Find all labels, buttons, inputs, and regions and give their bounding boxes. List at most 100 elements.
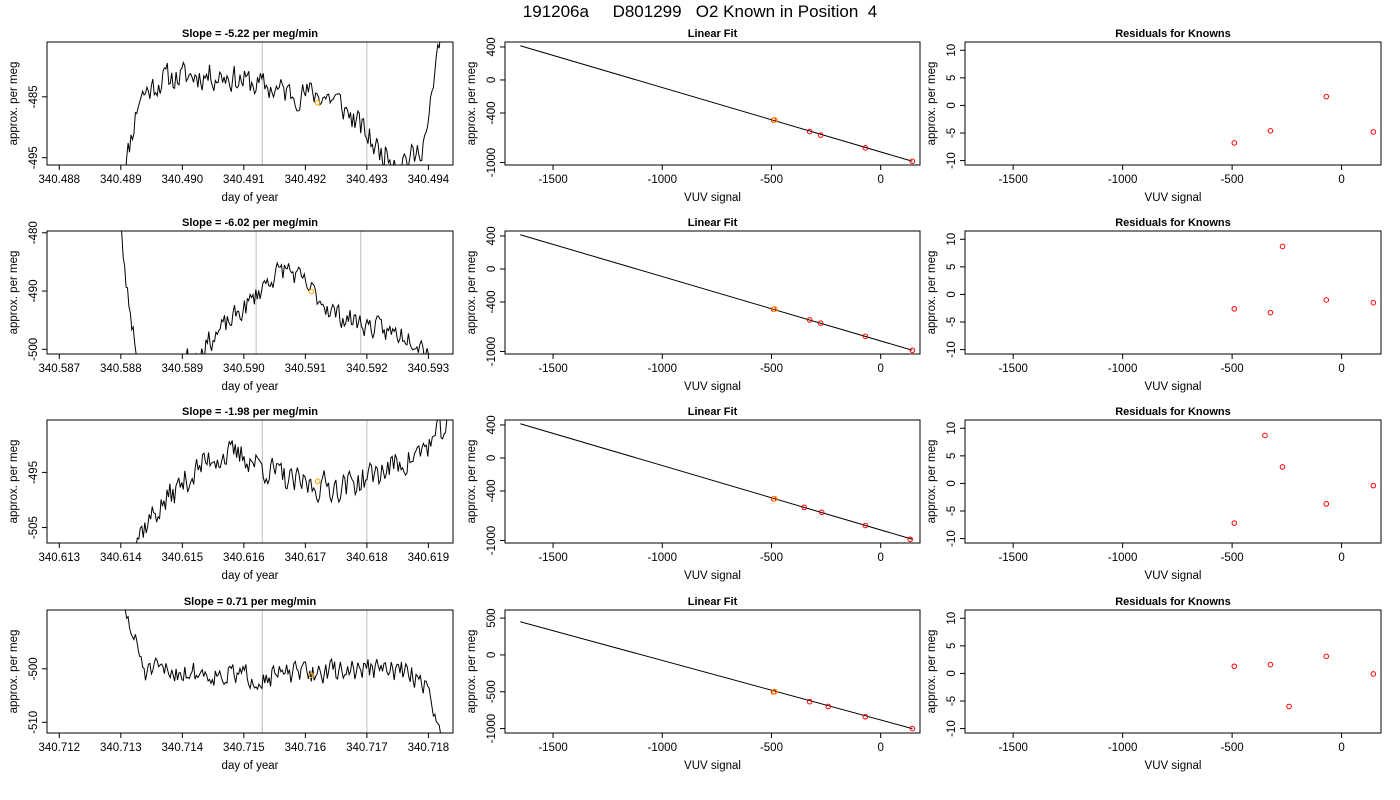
- x-tick-label: -1500: [998, 174, 1027, 186]
- x-tick-label: 0: [1338, 552, 1344, 564]
- y-tick-label: -10: [946, 152, 958, 169]
- y-tick-label: 0: [486, 455, 498, 461]
- y-tick-label: 0: [486, 652, 498, 658]
- y-axis-label: approx. per meg: [466, 251, 478, 335]
- x-tick-label: 0: [1338, 363, 1344, 375]
- linear_fit-panel-row-2: Linear Fit -1500 -1000 -500 0 400 0 -400 -1000 VU…: [466, 217, 921, 393]
- fit-point: [862, 145, 869, 151]
- y-tick-label: -10: [946, 341, 958, 358]
- known-marker: [308, 288, 315, 295]
- plot-frame: [964, 230, 1382, 355]
- x-axis-label: VUV signal: [684, 381, 741, 393]
- known-marker: [771, 116, 778, 123]
- y-tick-label: 0: [946, 670, 958, 676]
- panel-title: Slope = -6.02 per meg/min: [182, 217, 318, 229]
- residual-point: [1262, 432, 1268, 439]
- plot-frame: [46, 609, 454, 734]
- x-tick-label: -1000: [1108, 363, 1137, 375]
- plot-area: [125, 42, 441, 165]
- y-tick-label: -510: [28, 711, 40, 734]
- page-title: 191206a D801299 O2 Known in Position 4: [522, 2, 878, 21]
- residual-point: [1267, 661, 1274, 668]
- fit-point: [909, 725, 916, 732]
- x-tick-label: 340.613: [39, 552, 81, 564]
- x-tick-label: 340.715: [223, 742, 265, 754]
- fit-point: [909, 158, 916, 165]
- y-tick-label: 5: [946, 643, 958, 649]
- y-tick-label: -10: [946, 720, 958, 737]
- residual-point: [1279, 464, 1286, 470]
- residuals-panel-row-3: Residuals for Knowns -1500 -1000 -500 0 10 5 0 -…: [926, 406, 1382, 582]
- residual-point: [1370, 129, 1377, 135]
- x-tick-label: 340.491: [223, 174, 265, 186]
- x-tick-label: -500: [1221, 552, 1244, 564]
- residual-point: [1370, 482, 1377, 489]
- y-tick-label: -1000: [486, 148, 498, 177]
- residual-point: [1370, 671, 1377, 677]
- signal-trace-line: [136, 420, 452, 543]
- y-tick-label: -5: [946, 506, 958, 516]
- y-tick-label: -500: [486, 680, 498, 703]
- plot-frame: [964, 609, 1382, 734]
- x-axis-label: VUV signal: [1145, 760, 1202, 772]
- panel-title: Linear Fit: [688, 28, 738, 40]
- known-marker: [771, 688, 778, 695]
- y-axis-label: approx. per meg: [466, 62, 478, 146]
- y-tick-label: -1000: [486, 714, 498, 743]
- x-tick-label: -500: [760, 742, 783, 754]
- known-marker: [771, 306, 778, 313]
- fit-point: [806, 698, 813, 705]
- plot-area: [124, 610, 441, 733]
- y-tick-label: -505: [28, 516, 40, 539]
- residuals-panel-row-2: Residuals for Knowns -1500 -1000 -500 0 10 5 0 -…: [926, 217, 1382, 393]
- x-tick-label: -500: [760, 552, 783, 564]
- x-tick-label: 340.716: [285, 742, 327, 754]
- y-tick-label: 10: [946, 44, 958, 57]
- y-tick-label: 5: [946, 264, 958, 270]
- fit-point: [817, 132, 824, 138]
- x-axis-label: VUV signal: [684, 570, 741, 582]
- residual-point: [1286, 703, 1292, 710]
- x-tick-label: 340.589: [162, 363, 204, 375]
- y-tick-label: -495: [28, 461, 40, 484]
- panel-title: Linear Fit: [688, 406, 738, 418]
- panel-title: Residuals for Knowns: [1115, 596, 1231, 608]
- residual-point: [1267, 128, 1274, 134]
- signal-trace-line: [124, 610, 441, 733]
- residual-point: [1370, 299, 1377, 306]
- fit-line: [520, 45, 913, 162]
- linear_fit-panel-row-4: Linear Fit -1500 -1000 -500 0 500 0 -500 -1000 VU…: [466, 596, 921, 772]
- y-axis-label: approx. per meg: [8, 440, 20, 524]
- x-tick-label: 340.588: [100, 363, 142, 375]
- fit-line: [520, 621, 913, 730]
- x-tick-label: -1500: [538, 363, 567, 375]
- fit-point: [862, 333, 869, 340]
- x-axis-label: day of year: [222, 192, 279, 204]
- x-axis-label: VUV signal: [1145, 570, 1202, 582]
- plot-frame: [504, 609, 921, 734]
- plot-frame: [504, 230, 921, 355]
- x-tick-label: -500: [760, 174, 783, 186]
- x-tick-label: 340.713: [100, 742, 142, 754]
- residual-point: [1231, 520, 1238, 526]
- x-tick-label: -1000: [1108, 742, 1137, 754]
- plot-area: [120, 231, 429, 354]
- fit-point: [806, 128, 813, 135]
- x-axis-label: VUV signal: [684, 760, 741, 772]
- y-tick-label: 10: [946, 233, 958, 246]
- x-tick-label: -1500: [538, 174, 567, 186]
- panel-title: Slope = -5.22 per meg/min: [182, 28, 318, 40]
- x-tick-label: -1500: [998, 363, 1027, 375]
- panel-title: Residuals for Knowns: [1115, 217, 1231, 229]
- x-tick-label: 340.619: [408, 552, 450, 564]
- x-tick-label: 0: [1338, 742, 1344, 754]
- x-tick-label: -1500: [998, 552, 1027, 564]
- y-tick-label: -480: [28, 221, 40, 244]
- x-tick-label: -1500: [998, 742, 1027, 754]
- y-tick-label: -5: [946, 317, 958, 327]
- timeseries-panel-row-2: Slope = -6.02 per meg/min 340.587 340.588 3…: [8, 217, 454, 393]
- y-tick-label: 10: [946, 422, 958, 435]
- x-tick-label: -1000: [648, 742, 677, 754]
- y-axis-label: approx. per meg: [926, 251, 938, 335]
- x-axis-label: day of year: [222, 760, 279, 772]
